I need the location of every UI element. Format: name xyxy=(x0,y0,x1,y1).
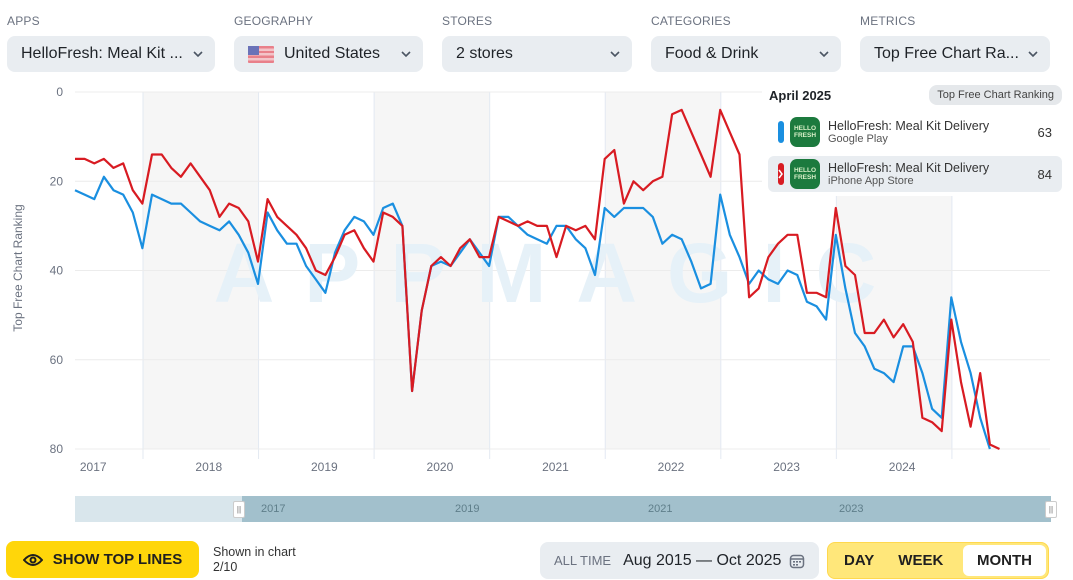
navigator-right-handle[interactable]: || xyxy=(1045,501,1057,518)
x-tick-label: 2022 xyxy=(658,460,685,474)
metrics-dropdown-value: Top Free Chart Ra... xyxy=(874,45,1019,62)
y-tick-label: 20 xyxy=(50,174,64,188)
filter-metrics-label: METRICS xyxy=(860,14,916,28)
y-axis-label: Top Free Chart Ranking xyxy=(11,204,25,331)
apps-dropdown-value: HelloFresh: Meal Kit ... xyxy=(21,45,183,62)
y-axis-ticks: 0 20 40 60 80 xyxy=(50,85,64,456)
series-line-1 xyxy=(75,108,1000,450)
us-flag-icon xyxy=(248,45,274,63)
calendar-icon xyxy=(790,554,805,568)
granularity-day-button[interactable]: DAY xyxy=(844,552,875,569)
x-tick-label: 2023 xyxy=(773,460,800,474)
stores-dropdown[interactable]: 2 stores xyxy=(442,36,632,72)
hellofresh-app-icon: HELLO FRESH xyxy=(790,117,820,147)
date-range-picker[interactable]: ALL TIME Aug 2015 — Oct 2025 xyxy=(540,542,819,579)
y-tick-label: 40 xyxy=(50,264,64,278)
geography-dropdown[interactable]: United States xyxy=(234,36,423,72)
filter-stores: STORES 2 stores xyxy=(442,14,632,72)
tooltip-app-name: HelloFresh: Meal Kit Delivery xyxy=(828,161,990,175)
x-tick-label: 2024 xyxy=(889,460,916,474)
categories-dropdown-value: Food & Drink xyxy=(665,45,759,62)
tooltip-app-name: HelloFresh: Meal Kit Delivery xyxy=(828,119,990,133)
tooltip-title: April 2025 xyxy=(769,88,832,103)
geography-dropdown-value: United States xyxy=(284,45,381,62)
tooltip-store-name: Google Play xyxy=(828,133,888,145)
navigator-label: 2017 xyxy=(261,503,286,515)
tooltip-metric-badge: Top Free Chart Ranking xyxy=(929,85,1062,105)
granularity-month-button[interactable]: MONTH xyxy=(963,545,1046,576)
shown-in-chart: Shown in chart 2/10 xyxy=(213,545,296,575)
x-tick-label: 2018 xyxy=(195,460,222,474)
range-navigator[interactable]: 2017 2019 2021 2023 || || xyxy=(75,496,1057,522)
apps-dropdown[interactable]: HelloFresh: Meal Kit ... xyxy=(7,36,215,72)
stores-dropdown-value: 2 stores xyxy=(456,45,513,62)
watermark: APPMAGIC xyxy=(214,226,907,320)
tooltip-store-name: iPhone App Store xyxy=(828,175,914,187)
y-tick-label: 80 xyxy=(50,442,64,456)
navigator-left-handle[interactable]: || xyxy=(233,501,245,518)
granularity-week-button[interactable]: WEEK xyxy=(898,552,944,569)
date-range-label: ALL TIME xyxy=(554,553,612,568)
series-color-marker-active xyxy=(778,163,784,185)
filter-apps: APPS HelloFresh: Meal Kit ... xyxy=(7,14,215,72)
navigator-label: 2019 xyxy=(455,503,480,515)
navigator-label: 2021 xyxy=(648,503,673,515)
chevron-down-icon xyxy=(1028,51,1038,58)
filter-categories-label: CATEGORIES xyxy=(651,14,731,28)
x-tick-label: 2021 xyxy=(542,460,569,474)
granularity-toggle: DAY WEEK MONTH xyxy=(827,542,1049,579)
x-tick-label: 2020 xyxy=(427,460,454,474)
chevron-down-icon xyxy=(819,51,829,58)
x-axis-ticks: 2017 2018 2019 2020 2021 2022 2023 2024 xyxy=(80,460,916,474)
navigator-selection[interactable] xyxy=(242,496,1051,522)
y-tick-label: 60 xyxy=(50,353,64,367)
shown-in-chart-count: 2/10 xyxy=(213,560,238,574)
chevron-down-icon xyxy=(401,51,411,58)
chart-tooltip: April 2025 Top Free Chart Ranking HELLO F… xyxy=(762,84,1062,196)
filter-metrics: METRICS Top Free Chart Ra... xyxy=(860,14,1050,72)
hellofresh-app-icon: HELLO FRESH xyxy=(790,159,820,189)
filter-apps-label: APPS xyxy=(7,14,40,28)
eye-icon xyxy=(22,553,43,566)
filter-geography: GEOGRAPHY United States xyxy=(234,14,423,72)
tooltip-value: 63 xyxy=(1037,124,1052,140)
filter-categories: CATEGORIES Food & Drink xyxy=(651,14,841,72)
filter-geography-label: GEOGRAPHY xyxy=(234,14,314,28)
chevron-right-icon xyxy=(778,169,783,179)
chevron-down-icon xyxy=(193,51,203,58)
shown-in-chart-label: Shown in chart xyxy=(213,545,296,559)
filter-stores-label: STORES xyxy=(442,14,493,28)
navigator-label: 2023 xyxy=(839,503,864,515)
categories-dropdown[interactable]: Food & Drink xyxy=(651,36,841,72)
tooltip-row-iphone-app-store[interactable]: HELLO FRESH HelloFresh: Meal Kit Delivery… xyxy=(768,156,1062,192)
y-tick-label: 0 xyxy=(56,85,63,99)
tooltip-row-google-play[interactable]: HELLO FRESH HelloFresh: Meal Kit Delivery… xyxy=(768,114,1062,150)
metrics-dropdown[interactable]: Top Free Chart Ra... xyxy=(860,36,1050,72)
show-top-lines-button[interactable]: SHOW TOP LINES xyxy=(6,541,199,578)
x-tick-label: 2019 xyxy=(311,460,338,474)
x-tick-label: 2017 xyxy=(80,460,107,474)
series-lines xyxy=(74,108,1000,450)
chevron-down-icon xyxy=(610,51,620,58)
show-top-lines-label: SHOW TOP LINES xyxy=(52,551,183,568)
series-line-0 xyxy=(74,175,991,450)
tooltip-value: 84 xyxy=(1037,166,1052,182)
date-range-value: Aug 2015 — Oct 2025 xyxy=(623,551,782,569)
series-color-marker xyxy=(778,121,784,143)
